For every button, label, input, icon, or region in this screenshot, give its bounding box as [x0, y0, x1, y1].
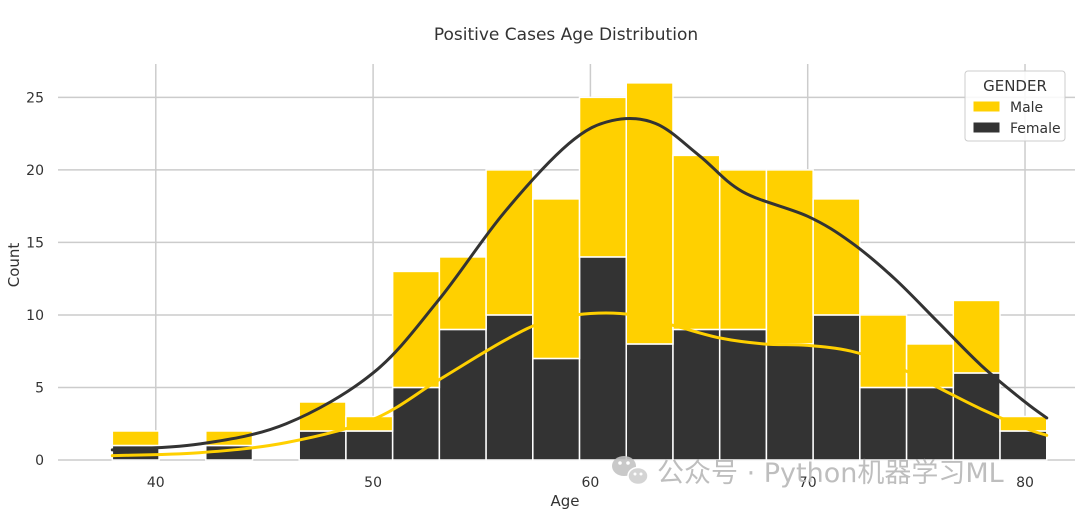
bar-male	[485, 169, 534, 316]
legend-label-female: Female	[1010, 121, 1061, 137]
kde-line-female	[110, 116, 1049, 452]
bar-female	[532, 357, 581, 461]
y-tick-label: 5	[35, 380, 44, 396]
bar-male	[532, 198, 581, 360]
x-tick-label: 60	[581, 475, 599, 491]
x-tick-label: 80	[1016, 475, 1034, 491]
bar-female	[812, 314, 861, 461]
y-tick-label: 25	[26, 90, 44, 106]
y-axis-label: Count	[5, 243, 23, 288]
bar-female	[905, 386, 955, 461]
x-tick-label: 70	[799, 475, 817, 491]
x-tick-label: 50	[364, 475, 382, 491]
bars	[111, 82, 1048, 461]
y-tick-label: 15	[26, 235, 44, 251]
bar-male	[578, 96, 628, 258]
watermark-text: 公众号 · Python机器学习ML	[657, 458, 1004, 489]
bar-female	[952, 372, 1001, 461]
legend-swatch-female	[972, 121, 1001, 134]
legend-label-male: Male	[1010, 100, 1043, 116]
bar-male	[812, 198, 861, 316]
bar-female	[859, 386, 908, 461]
bar-male	[111, 430, 160, 447]
x-axis-label: Age	[550, 492, 579, 510]
bar-male	[859, 314, 908, 389]
bar-male	[718, 169, 768, 331]
watermark: 公众号 · Python机器学习ML	[612, 456, 1004, 489]
bar-female	[999, 430, 1048, 461]
bar-male	[345, 415, 394, 432]
bar-male	[625, 82, 674, 345]
wechat-icon	[612, 456, 649, 486]
bar-female	[672, 328, 721, 461]
bar-female	[345, 430, 394, 461]
chart-title: Positive Cases Age Distribution	[434, 25, 698, 45]
x-tick-label: 40	[147, 475, 165, 491]
y-tick-label: 10	[26, 308, 44, 324]
bar-female	[438, 328, 487, 461]
bar-female	[765, 343, 814, 461]
bar-female	[718, 328, 768, 461]
bar-male	[672, 154, 721, 331]
legend-title: GENDER	[983, 77, 1047, 95]
kde-curves	[110, 116, 1049, 458]
bar-male	[999, 415, 1048, 432]
ticks: 0 5 10 15 20 25 40 50 60 70 80	[26, 90, 1034, 491]
legend: GENDER Male Female	[964, 70, 1066, 142]
bar-female	[578, 256, 628, 461]
bar-female	[391, 386, 441, 461]
y-tick-label: 0	[35, 453, 44, 469]
legend-swatch-male	[972, 100, 1001, 113]
bar-male	[765, 169, 814, 345]
bar-male	[905, 343, 955, 389]
y-tick-label: 20	[26, 163, 44, 179]
kde-line-male	[110, 311, 1049, 458]
bar-female	[625, 343, 674, 461]
